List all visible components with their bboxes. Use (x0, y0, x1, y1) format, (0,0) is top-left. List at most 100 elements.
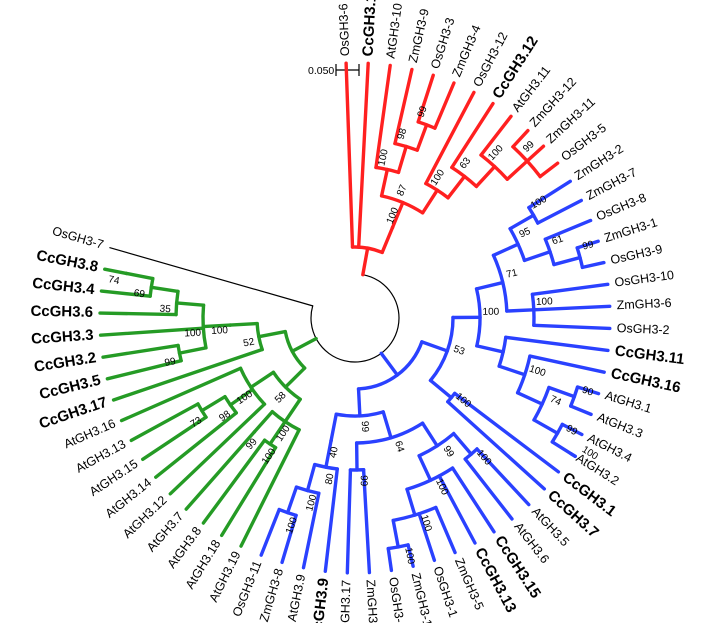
leaf-label: CcGH3.8 (35, 247, 100, 276)
branch (239, 428, 301, 548)
branch (391, 518, 400, 549)
branch (569, 404, 593, 417)
node-arc (354, 421, 425, 445)
bootstrap-label: 95 (518, 226, 533, 241)
leaf-label: OsGH3-10 (614, 268, 675, 290)
branch (420, 340, 449, 353)
bootstrap-label: 64 (392, 440, 406, 454)
branch (280, 513, 298, 565)
branch (305, 462, 317, 493)
branch (393, 67, 414, 146)
branch (433, 81, 456, 130)
bootstrap-label: 99 (359, 421, 371, 433)
bootstrap-label: 98 (396, 127, 410, 141)
node-arc (356, 340, 424, 391)
branch (345, 468, 353, 575)
branch (105, 358, 183, 381)
branch (522, 250, 552, 263)
branch (450, 466, 496, 534)
branch (259, 507, 281, 557)
branch (380, 225, 395, 255)
branch (386, 546, 394, 573)
node-arc (174, 289, 180, 317)
leaf-label: ZmGH3-9 (406, 7, 432, 64)
leaf-label: CcGH3.3 (31, 327, 95, 348)
branch (111, 347, 264, 402)
branch (344, 61, 355, 249)
leaf-label: OsGH3-7 (51, 224, 106, 252)
branch (177, 346, 208, 355)
node-arc (176, 343, 183, 363)
branch (434, 505, 457, 555)
leaf-label: AtGH3.17 (338, 580, 354, 623)
bootstrap-label: 100 (402, 547, 416, 566)
bootstrap-label: 99 (358, 475, 369, 487)
branch (252, 409, 274, 434)
branch (228, 387, 255, 407)
bootstrap-label: 99 (164, 356, 177, 369)
branch (416, 73, 435, 124)
branch (301, 491, 321, 570)
branch (174, 301, 206, 307)
branch (530, 282, 610, 297)
leaf-label: ZmGH3-1 (603, 215, 660, 245)
bootstrap-label: 100 (184, 328, 202, 340)
branch (527, 179, 572, 210)
branch (532, 418, 560, 435)
branch (543, 218, 593, 241)
node-arc (550, 422, 564, 444)
branch (283, 366, 307, 389)
bootstrap-label: 99 (581, 239, 595, 253)
leaf-label: OsGH3-2 (617, 321, 670, 337)
branch (417, 512, 437, 563)
branch (201, 323, 232, 329)
bootstrap-label: 69 (133, 288, 146, 301)
branch (525, 144, 546, 163)
branch (98, 311, 178, 317)
branch (580, 260, 606, 270)
branch (109, 247, 314, 307)
leaf-label: CcGH3.14 (360, 0, 381, 57)
branch (290, 336, 318, 353)
bootstrap-label: 53 (452, 344, 467, 358)
leaf-label: ZmGH3-3 (364, 579, 381, 623)
bootstrap-label: 100 (211, 325, 229, 337)
bootstrap-label: 100 (418, 514, 434, 534)
branch (417, 454, 433, 482)
node-arc (405, 466, 455, 491)
bootstrap-label: 100 (284, 516, 300, 536)
node-arc (334, 410, 385, 418)
leaf-label: OsGH3-9 (609, 242, 664, 267)
leaf-label: ZmGH3-10 (409, 571, 437, 623)
branch (228, 321, 259, 327)
bootstrap-label: 90 (581, 385, 596, 399)
branch (491, 242, 520, 258)
branch (547, 385, 577, 399)
branch (474, 164, 497, 189)
bootstrap-label: 99 (416, 104, 430, 119)
branch (424, 90, 476, 186)
branch (257, 329, 288, 339)
bootstrap-label: 87 (395, 183, 410, 198)
branch (420, 188, 439, 215)
bootstrap-label: 99 (564, 423, 579, 438)
branch (285, 485, 299, 515)
bootstrap-label: 100 (483, 307, 500, 318)
node-arc (283, 329, 307, 370)
branch (381, 410, 393, 440)
branch (396, 144, 408, 175)
branch (446, 174, 467, 200)
branch (405, 487, 417, 517)
branch (268, 419, 287, 446)
branch (283, 397, 302, 424)
branch (504, 335, 610, 353)
branch (141, 415, 208, 462)
bootstrap-label: 52 (242, 336, 255, 349)
bootstrap-label: 80 (324, 472, 337, 485)
branch (329, 412, 338, 443)
leaf-label: CcGH3.9 (308, 577, 332, 623)
branch (361, 246, 370, 277)
bootstrap-label: 100 (304, 493, 319, 512)
leaf-label: OsGH3-6 (336, 3, 352, 56)
